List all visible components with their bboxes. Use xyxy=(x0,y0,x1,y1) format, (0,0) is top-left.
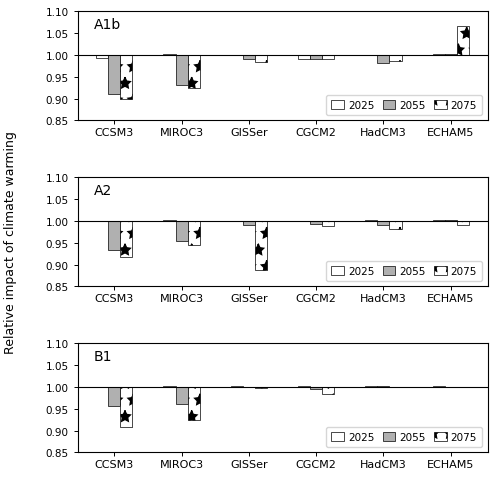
Bar xyxy=(120,56,132,99)
Bar xyxy=(188,221,200,245)
Text: A2: A2 xyxy=(94,183,112,197)
Bar xyxy=(230,386,243,387)
Bar xyxy=(164,386,175,387)
Bar xyxy=(310,221,322,225)
Bar xyxy=(432,55,444,56)
Text: Relative impact of climate warming: Relative impact of climate warming xyxy=(4,131,18,353)
Bar xyxy=(390,56,402,62)
Bar xyxy=(176,221,188,241)
Bar xyxy=(310,387,322,389)
Bar xyxy=(322,56,334,60)
Bar xyxy=(322,387,334,394)
Bar xyxy=(298,386,310,387)
Bar xyxy=(432,386,444,387)
Bar xyxy=(255,387,267,388)
Bar xyxy=(108,56,120,95)
Bar xyxy=(457,221,469,226)
Bar xyxy=(108,387,120,406)
Bar xyxy=(378,386,390,387)
Text: A1b: A1b xyxy=(94,17,121,31)
Bar xyxy=(176,387,188,405)
Bar xyxy=(366,386,378,387)
Bar xyxy=(243,221,255,226)
Bar xyxy=(120,221,132,257)
Legend: 2025, 2055, 2075: 2025, 2055, 2075 xyxy=(326,427,482,447)
Text: B1: B1 xyxy=(94,349,112,363)
Bar xyxy=(390,221,402,229)
Bar xyxy=(176,56,188,86)
Bar xyxy=(188,56,200,89)
Bar xyxy=(457,28,469,56)
Bar xyxy=(164,54,175,56)
Bar xyxy=(310,56,322,60)
Bar xyxy=(378,221,390,226)
Bar xyxy=(120,387,132,427)
Bar xyxy=(255,56,267,63)
Bar xyxy=(243,56,255,60)
Bar xyxy=(96,56,108,59)
Bar xyxy=(108,221,120,250)
Legend: 2025, 2055, 2075: 2025, 2055, 2075 xyxy=(326,261,482,282)
Bar xyxy=(298,56,310,60)
Bar xyxy=(322,221,334,226)
Bar xyxy=(378,56,390,63)
Legend: 2025, 2055, 2075: 2025, 2055, 2075 xyxy=(326,95,482,116)
Bar xyxy=(188,387,200,420)
Bar xyxy=(255,221,267,270)
